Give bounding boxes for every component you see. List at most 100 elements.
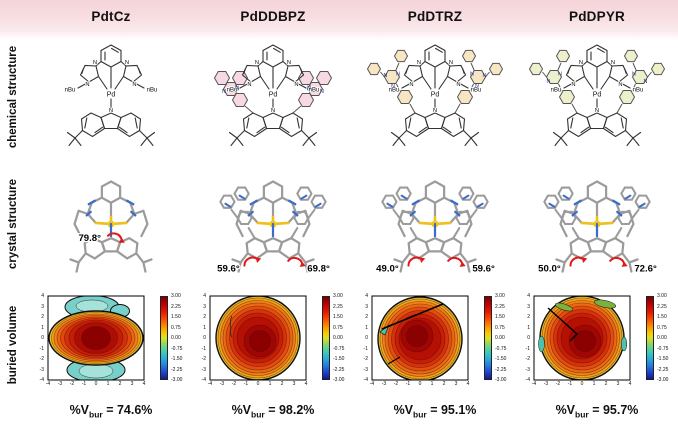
vbur-subscript: bur: [251, 409, 265, 420]
tick-label: -1: [243, 381, 249, 387]
vbur-prefix: %V: [393, 403, 414, 417]
dihedral-angle-label: 72.6°: [634, 264, 657, 275]
n-label: N: [247, 82, 251, 88]
tick-label: 0: [580, 381, 584, 387]
tick-label: -4: [369, 381, 375, 387]
tick-label: -1.50: [333, 356, 345, 362]
wing-n-label: N: [644, 79, 648, 85]
colorbar: [322, 296, 330, 380]
tick-label: -2: [201, 356, 206, 362]
vbur-caption-pddtrz: %Vbur = 95.1%: [354, 397, 516, 427]
dihedral-angle-label: 69.8°: [307, 264, 330, 275]
tick-label: 3: [365, 303, 368, 310]
colorbar: [646, 296, 654, 380]
tick-label: 3: [454, 381, 458, 387]
crystal-model-pdddbpz: 59.6° 69.8°: [216, 180, 331, 276]
n-label: N: [595, 108, 599, 114]
colorbar-ticks: 3.00 2.25 1.50 0.75 0.00 -0.75 -1.50 -2.25 -3.00: [333, 292, 353, 384]
tick-label: 2: [118, 381, 122, 387]
tick-label: 1: [203, 324, 206, 331]
steric-map-pdtcz: [47, 295, 145, 381]
x-axis-ticks: -4 -3 -2 -1 0 1 2 3 4: [42, 381, 150, 387]
tick-label: -2.25: [333, 366, 345, 373]
tick-label: 4: [466, 381, 470, 387]
tick-label: 0: [203, 335, 206, 341]
header-band: PdtCz PdDDBPZ PdDTRZ PdDPYR: [0, 0, 678, 40]
tick-label: 3: [41, 303, 44, 310]
steric-map-pdddbpz: [209, 295, 307, 381]
wing-n-label: N: [470, 72, 474, 78]
tick-label: 0.00: [657, 335, 667, 341]
dihedral-angle-label: 50.0°: [538, 264, 561, 275]
tick-label: 1: [41, 324, 44, 331]
tick-label: 1: [430, 381, 434, 387]
crystal-model-pddtrz: 49.0° 59.6°: [375, 180, 496, 276]
tick-label: 4: [628, 381, 632, 387]
tick-label: 1: [106, 381, 110, 387]
tick-label: 0: [94, 381, 98, 387]
tick-label: -1.50: [657, 356, 669, 362]
tick-label: 2: [41, 314, 44, 320]
column-title-pddtrz: PdDTRZ: [407, 9, 463, 24]
tick-label: -2.25: [171, 366, 183, 373]
tick-label: 3: [130, 381, 134, 387]
tick-label: -2: [39, 356, 44, 362]
vbur-caption-pdddbpz: %Vbur = 98.2%: [192, 397, 354, 427]
tick-label: 0: [256, 381, 260, 387]
nbu-label: nBu: [65, 88, 76, 94]
wing-n-label: N: [320, 89, 324, 95]
vbur-value: = 95.1%: [426, 403, 477, 417]
tick-label: -3.00: [171, 377, 183, 383]
vbur-prefix: %V: [69, 403, 90, 417]
chemical-structure-pdddbpz: N N N N Pd N nBu nBu N N N N: [192, 38, 354, 156]
tick-label: 3: [203, 303, 206, 310]
n-label: N: [579, 60, 583, 66]
tick-label: -2: [393, 381, 399, 387]
tick-label: -1.50: [495, 356, 507, 362]
wing-n-label: N: [391, 84, 395, 90]
wing-n-label: N: [475, 84, 479, 90]
tick-label: -2.25: [495, 366, 507, 373]
tick-label: -3: [57, 381, 63, 387]
tick-label: 0: [527, 335, 530, 341]
n-label: N: [409, 82, 413, 88]
steric-map-pddtrz: [371, 295, 469, 381]
tick-label: -0.75: [171, 345, 183, 352]
tick-label: 4: [203, 293, 206, 299]
tick-label: -1: [567, 381, 573, 387]
vbur-caption-pddpyr: %Vbur = 95.7%: [516, 397, 678, 427]
tick-label: -4: [363, 377, 368, 383]
nbu-label: nBu: [309, 88, 320, 94]
crystal-structure-pddpyr: 50.0° 72.6°: [516, 156, 678, 292]
buried-volume-panel-pdddbpz: 4 3 2 1 0 -1 -2 -3 -4 -4 -3 -2 -1 0 1 2 3 4 3.00 2.25 1.50…: [192, 292, 354, 396]
vbur-subscript: bur: [89, 409, 103, 420]
tick-label: -3: [363, 366, 368, 373]
tick-label: -1: [201, 345, 206, 352]
steric-map-pddpyr: [533, 295, 631, 381]
tick-label: 1: [268, 381, 272, 387]
tick-label: 0: [41, 335, 44, 341]
tick-label: 3.00: [333, 293, 343, 299]
nbu-label: nBu: [633, 88, 644, 94]
tick-label: 2.25: [657, 303, 667, 310]
tick-label: -3: [543, 381, 549, 387]
colorbar-ticks: 3.00 2.25 1.50 0.75 0.00 -0.75 -1.50 -2.25 -3.00: [495, 292, 515, 384]
wing-n-label: N: [547, 79, 551, 85]
crystal-model-pddpyr: 50.0° 72.6°: [537, 180, 658, 276]
tick-label: 3: [616, 381, 620, 387]
tick-label: 0.00: [333, 335, 343, 341]
tick-label: 2: [442, 381, 446, 387]
tick-label: -4: [207, 381, 213, 387]
n-label: N: [85, 82, 89, 88]
tick-label: -2: [555, 381, 561, 387]
buried-volume-panel-pddtrz: 4 3 2 1 0 -1 -2 -3 -4 -4 -3 -2 -1 0 1 2 3 4 3.00 2.25 1.50…: [354, 292, 516, 396]
n-label: N: [417, 60, 421, 66]
chemical-structure-pddtrz: N N N N Pd N nBu nBu N N N N N N: [354, 38, 516, 156]
tick-label: 3: [527, 303, 530, 310]
column-title-pdtcz: PdtCz: [91, 9, 131, 24]
x-axis-ticks: -4 -3 -2 -1 0 1 2 3 4: [366, 381, 474, 387]
tick-label: 0.75: [171, 324, 181, 331]
tick-label: 1: [527, 324, 530, 331]
wing-n-label: N: [483, 73, 487, 79]
dihedral-angle-label: 59.6°: [217, 264, 240, 275]
